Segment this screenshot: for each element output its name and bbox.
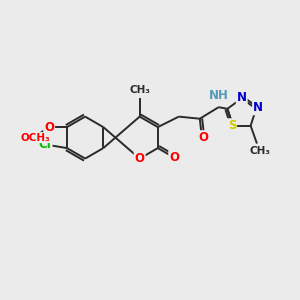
Text: CH₃: CH₃ — [129, 85, 150, 95]
Text: O: O — [44, 121, 54, 134]
Text: CH₃: CH₃ — [249, 146, 270, 156]
Text: NH: NH — [209, 89, 229, 102]
Text: N: N — [253, 101, 263, 114]
Text: OCH₃: OCH₃ — [20, 133, 50, 142]
Text: Cl: Cl — [39, 138, 52, 152]
Text: S: S — [228, 119, 236, 132]
Text: N: N — [237, 91, 247, 104]
Text: O: O — [169, 151, 179, 164]
Text: O: O — [135, 152, 145, 165]
Text: O: O — [199, 131, 209, 144]
